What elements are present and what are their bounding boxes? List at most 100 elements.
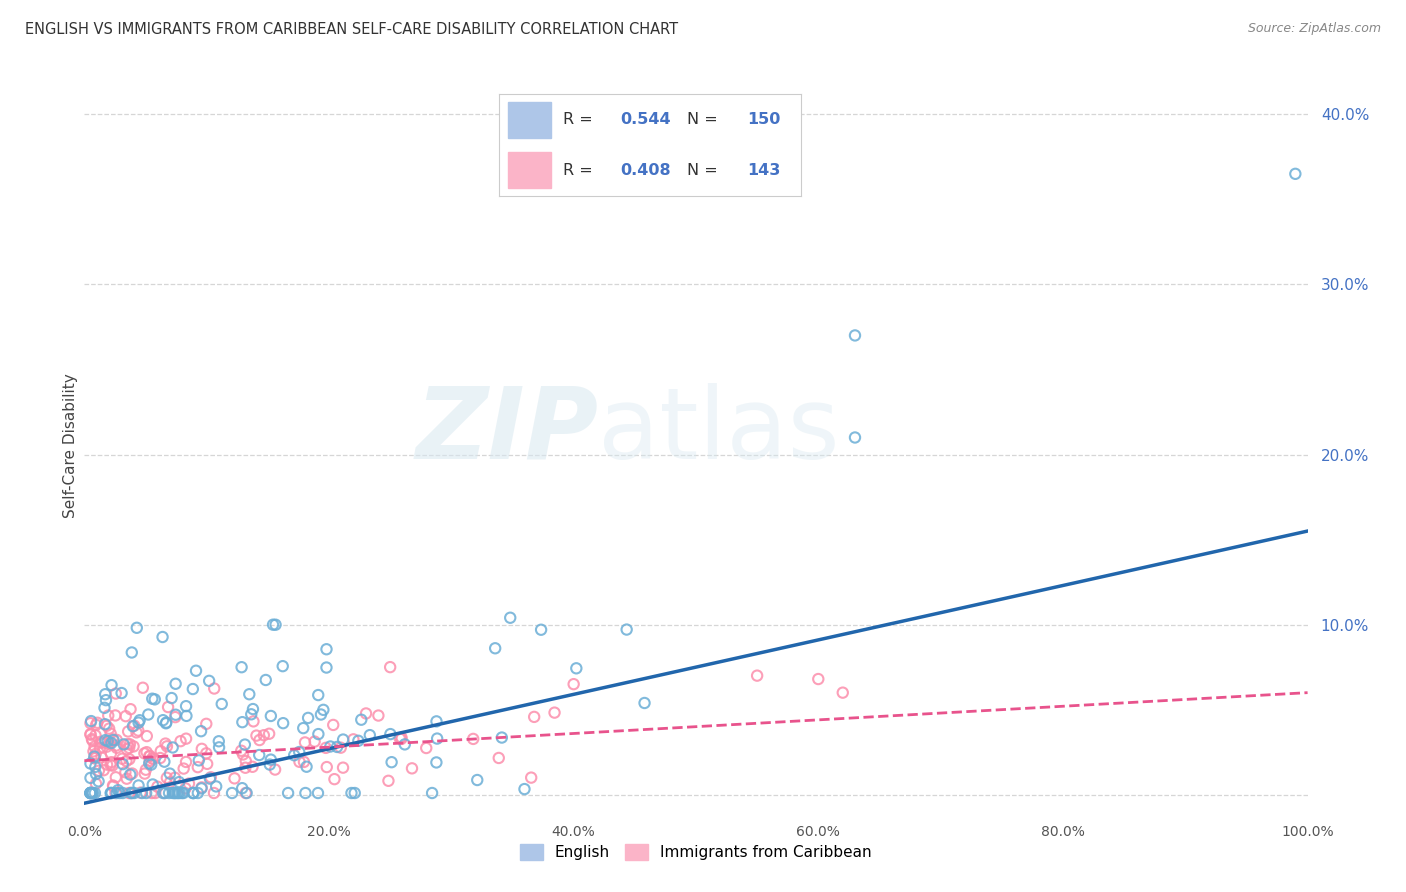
Point <box>79 771 101 785</box>
Point <box>381 755 404 769</box>
Point <box>79 786 101 800</box>
Point <box>128 713 150 727</box>
Point <box>134 747 156 761</box>
Point <box>181 786 204 800</box>
Point <box>139 748 162 763</box>
Point <box>174 781 197 796</box>
Point <box>190 780 212 795</box>
Point <box>165 677 187 691</box>
Point <box>118 786 141 800</box>
Point <box>120 767 142 781</box>
Point <box>90 736 112 750</box>
Point <box>105 786 128 800</box>
Point <box>100 726 122 740</box>
Point <box>122 739 145 754</box>
Point <box>170 786 193 800</box>
Point <box>177 776 200 790</box>
Point <box>120 702 142 716</box>
Point <box>238 687 260 701</box>
Point <box>156 739 179 754</box>
Point <box>96 739 118 754</box>
Point <box>401 761 423 775</box>
Point <box>128 715 150 730</box>
Point <box>240 707 263 722</box>
Point <box>111 757 134 772</box>
Text: R =: R = <box>562 162 598 178</box>
Point <box>254 673 277 687</box>
Point <box>523 710 546 724</box>
Point <box>79 786 101 800</box>
Point <box>380 660 402 674</box>
Point <box>343 786 366 800</box>
Point <box>159 766 181 780</box>
Point <box>93 701 115 715</box>
Point <box>101 732 124 747</box>
Point <box>347 733 370 747</box>
Point <box>307 727 329 741</box>
Point <box>96 757 118 772</box>
Point <box>277 786 299 800</box>
Point <box>79 727 101 741</box>
Text: 143: 143 <box>747 162 780 178</box>
Point <box>233 738 256 752</box>
Point <box>235 786 257 800</box>
Point <box>174 755 197 769</box>
Point <box>157 700 180 714</box>
Point <box>350 713 373 727</box>
Point <box>491 731 513 745</box>
Point <box>125 725 148 739</box>
Text: 150: 150 <box>747 112 780 128</box>
Point <box>100 786 122 800</box>
Point <box>160 691 183 706</box>
Point <box>224 772 246 786</box>
Point <box>98 722 121 736</box>
Point <box>190 781 212 796</box>
Point <box>132 681 155 695</box>
Point <box>84 767 107 781</box>
Point <box>159 775 181 789</box>
Point <box>260 709 283 723</box>
Point <box>94 733 117 747</box>
Point <box>315 740 337 755</box>
Point <box>86 715 108 730</box>
Point <box>79 716 101 731</box>
Point <box>309 707 332 722</box>
Point <box>162 786 184 800</box>
Point <box>340 786 363 800</box>
Point <box>169 734 191 748</box>
Point <box>315 660 337 674</box>
Point <box>120 786 142 800</box>
Point <box>198 772 221 786</box>
Point <box>143 692 166 706</box>
Point <box>307 688 329 702</box>
Point <box>205 780 228 794</box>
Point <box>231 744 253 758</box>
Point <box>94 693 117 707</box>
Point <box>79 786 101 800</box>
Point <box>89 741 111 756</box>
Point <box>187 760 209 774</box>
Point <box>79 786 101 800</box>
Point <box>152 630 174 644</box>
Point <box>152 786 174 800</box>
Point <box>100 755 122 769</box>
Text: ENGLISH VS IMMIGRANTS FROM CARIBBEAN SELF-CARE DISABILITY CORRELATION CHART: ENGLISH VS IMMIGRANTS FROM CARIBBEAN SEL… <box>25 22 679 37</box>
Point <box>195 756 218 771</box>
Point <box>135 745 157 759</box>
Point <box>264 763 287 777</box>
Point <box>83 749 105 764</box>
Point <box>190 724 212 739</box>
Point <box>103 733 125 747</box>
Point <box>82 744 104 758</box>
Point <box>104 786 127 800</box>
Point <box>146 780 169 794</box>
Point <box>520 771 543 785</box>
Point <box>128 779 150 793</box>
Point <box>169 786 191 800</box>
Point <box>134 766 156 780</box>
Point <box>259 757 281 772</box>
Point <box>139 754 162 768</box>
Point <box>231 660 253 674</box>
Point <box>425 756 447 770</box>
Point <box>103 780 125 794</box>
